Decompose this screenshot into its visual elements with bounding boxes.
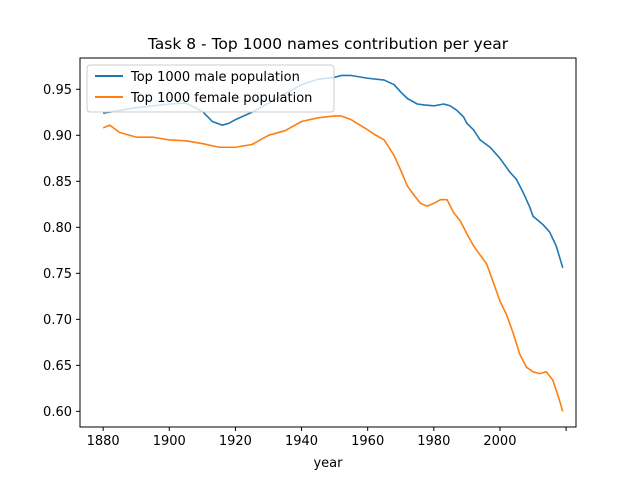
plot-lines <box>102 74 564 412</box>
x-tick-label: 1880 <box>87 434 120 449</box>
x-axis: 1880 1900 1920 1940 1960 1980 2000 <box>87 427 567 449</box>
x-axis-label: year <box>313 456 343 471</box>
y-tick-label: 0.75 <box>43 267 72 282</box>
plot-frame <box>79 57 577 428</box>
series-line-female <box>102 115 564 412</box>
y-tick-label: 0.80 <box>43 221 72 236</box>
chart-title: Task 8 - Top 1000 names contribution per… <box>147 35 509 53</box>
legend-label-female: Top 1000 female population <box>130 91 312 106</box>
y-axis: 0.60 0.65 0.70 0.75 0.80 0.85 0.90 0.95 <box>43 83 80 420</box>
x-tick-label: 2000 <box>483 434 516 449</box>
x-tick-label: 1980 <box>417 434 450 449</box>
legend: Top 1000 male population Top 1000 female… <box>86 64 335 113</box>
x-tick-label: 1920 <box>219 434 252 449</box>
y-tick-label: 0.95 <box>43 83 72 98</box>
y-tick-label: 0.60 <box>43 405 72 420</box>
y-tick-label: 0.85 <box>43 175 72 190</box>
legend-label-male: Top 1000 male population <box>130 70 300 85</box>
plot-area <box>80 58 576 427</box>
x-tick-label: 1940 <box>285 434 318 449</box>
series-line-male <box>103 74 564 269</box>
legend-box <box>86 64 335 113</box>
x-tick-label: 1960 <box>351 434 384 449</box>
x-tick-label: 1900 <box>153 434 186 449</box>
y-tick-label: 0.65 <box>43 359 72 374</box>
y-tick-label: 0.70 <box>43 313 72 328</box>
y-tick-label: 0.90 <box>43 129 72 144</box>
